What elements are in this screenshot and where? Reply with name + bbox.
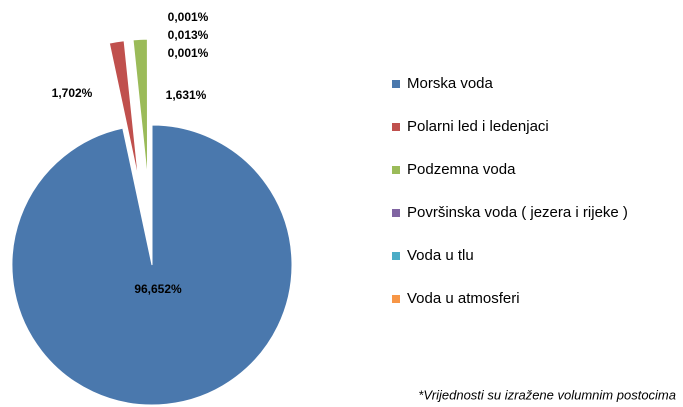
- data-label: 1,631%: [166, 88, 207, 102]
- data-label: 96,652%: [134, 282, 182, 296]
- pie-slice: [132, 38, 149, 180]
- data-label: 0,001%: [168, 46, 209, 60]
- legend-swatch: [392, 166, 400, 174]
- legend-swatch: [392, 123, 400, 131]
- legend-label: Površinska voda ( jezera i rijeke ): [407, 204, 628, 221]
- legend-swatch: [392, 209, 400, 217]
- pie-slice: [11, 124, 293, 406]
- legend-label: Podzemna voda: [407, 161, 516, 178]
- legend-swatch: [392, 252, 400, 260]
- annotation: *Vrijednosti su izražene volumnim postoc…: [418, 387, 676, 402]
- legend-label: Voda u tlu: [407, 247, 474, 264]
- legend-swatch: [392, 80, 400, 88]
- data-label: 0,001%: [168, 10, 209, 24]
- legend-label: Morska voda: [407, 75, 494, 92]
- legend-label: Voda u atmosferi: [407, 290, 520, 307]
- legend-label: Polarni led i ledenjaci: [407, 118, 549, 135]
- legend-swatch: [392, 295, 400, 303]
- data-label: 0,013%: [168, 28, 209, 42]
- data-label: 1,702%: [52, 86, 93, 100]
- pie-slice: [108, 40, 140, 181]
